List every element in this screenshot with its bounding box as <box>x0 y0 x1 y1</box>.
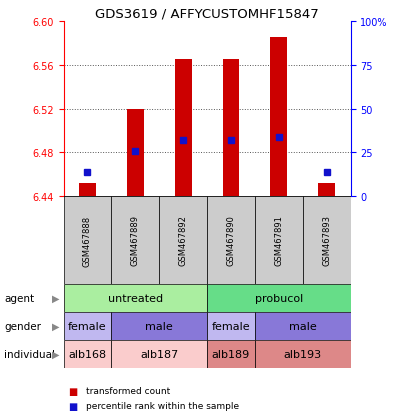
Bar <box>207 340 254 368</box>
Bar <box>111 312 207 340</box>
Text: GSM467893: GSM467893 <box>321 215 330 266</box>
Text: female: female <box>211 321 249 331</box>
Bar <box>222 60 239 197</box>
Bar <box>270 38 286 197</box>
Bar <box>111 197 159 284</box>
Text: GSM467892: GSM467892 <box>178 215 187 266</box>
Text: ■: ■ <box>67 401 77 411</box>
Bar <box>254 197 302 284</box>
Text: alb168: alb168 <box>68 349 106 359</box>
Text: GSM467890: GSM467890 <box>226 215 235 266</box>
Bar <box>207 284 350 312</box>
Text: alb193: alb193 <box>283 349 321 359</box>
Bar <box>63 340 111 368</box>
Title: GDS3619 / AFFYCUSTOMHF15847: GDS3619 / AFFYCUSTOMHF15847 <box>95 8 318 21</box>
Bar <box>302 197 350 284</box>
Text: alb189: alb189 <box>211 349 249 359</box>
Text: GSM467889: GSM467889 <box>130 215 139 266</box>
Bar <box>159 197 207 284</box>
Text: female: female <box>68 321 106 331</box>
Text: ▶: ▶ <box>52 293 59 303</box>
Bar <box>63 197 111 284</box>
Bar <box>254 340 350 368</box>
Text: male: male <box>145 321 173 331</box>
Text: alb187: alb187 <box>140 349 178 359</box>
Text: ■: ■ <box>67 386 77 396</box>
Text: transformed count: transformed count <box>86 387 170 396</box>
Text: percentile rank within the sample: percentile rank within the sample <box>86 401 238 411</box>
Bar <box>317 183 334 197</box>
Text: male: male <box>288 321 316 331</box>
Bar <box>127 109 143 197</box>
Text: GSM467891: GSM467891 <box>274 215 283 266</box>
Bar <box>254 312 350 340</box>
Bar <box>79 183 96 197</box>
Text: gender: gender <box>4 321 41 331</box>
Text: ▶: ▶ <box>52 321 59 331</box>
Bar <box>207 312 254 340</box>
Text: individual: individual <box>4 349 55 359</box>
Bar <box>63 312 111 340</box>
Bar <box>207 197 254 284</box>
Text: untreated: untreated <box>108 293 162 303</box>
Text: ▶: ▶ <box>52 349 59 359</box>
Text: GSM467888: GSM467888 <box>83 215 92 266</box>
Text: probucol: probucol <box>254 293 302 303</box>
Bar <box>174 60 191 197</box>
Text: agent: agent <box>4 293 34 303</box>
Bar <box>63 284 207 312</box>
Bar <box>111 340 207 368</box>
